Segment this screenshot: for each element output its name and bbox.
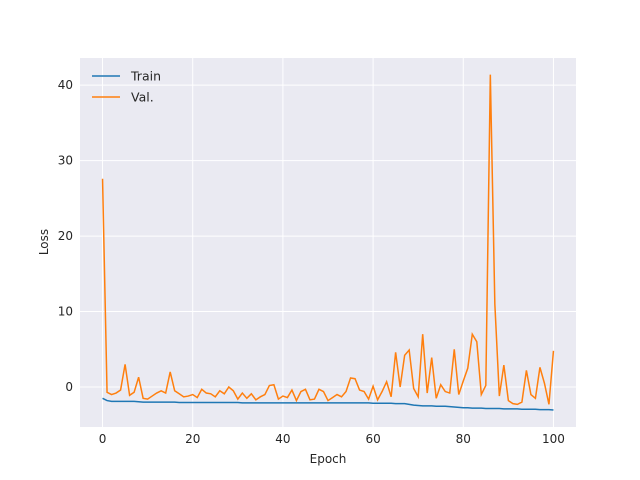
x-tick-label: 60 <box>365 432 380 446</box>
y-axis-label: Loss <box>37 229 51 255</box>
x-tick-label: 100 <box>542 432 565 446</box>
x-axis-label: Epoch <box>310 452 347 466</box>
y-tick-label: 20 <box>58 229 73 243</box>
y-tick-label: 40 <box>58 78 73 92</box>
x-tick-label: 40 <box>275 432 290 446</box>
x-tick-label: 0 <box>99 432 107 446</box>
legend-label: Val. <box>131 90 154 105</box>
data-line <box>102 397 554 411</box>
x-tick-label: 20 <box>185 432 200 446</box>
y-tick-label: 10 <box>58 305 73 319</box>
y-tick-label: 30 <box>58 154 73 168</box>
y-tick-label: 0 <box>65 380 73 394</box>
x-tick-label: 80 <box>456 432 471 446</box>
plot-area <box>80 58 576 427</box>
data-line <box>101 74 555 406</box>
legend-label: Train <box>130 69 161 84</box>
